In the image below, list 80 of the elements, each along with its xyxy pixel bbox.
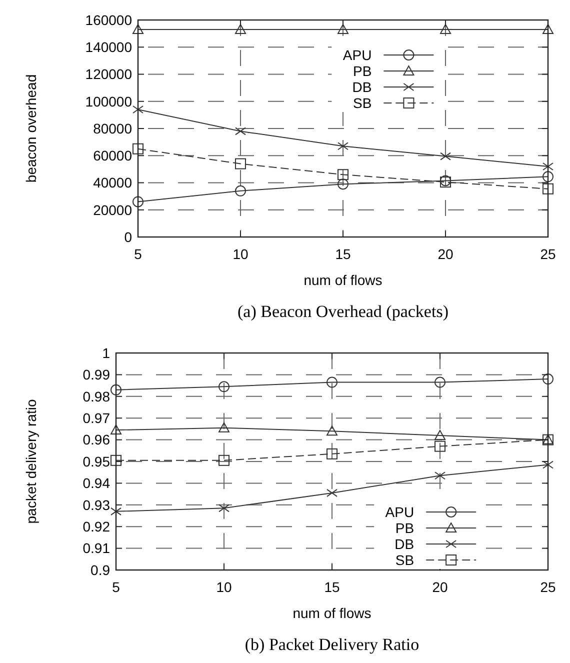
y-axis-title: beacon overhead bbox=[23, 74, 39, 183]
point bbox=[338, 24, 348, 34]
x-tick-label: 5 bbox=[112, 579, 120, 595]
y-tick-label: 80000 bbox=[93, 120, 132, 136]
point bbox=[132, 196, 144, 208]
point bbox=[110, 424, 122, 435]
y-tick-label: 0.93 bbox=[82, 496, 110, 513]
point bbox=[434, 472, 446, 480]
y-tick-label: 60000 bbox=[93, 148, 132, 164]
point bbox=[110, 507, 122, 516]
point bbox=[338, 169, 348, 180]
x-tick-label: 25 bbox=[540, 579, 556, 595]
point bbox=[132, 106, 144, 114]
point bbox=[132, 24, 144, 34]
point bbox=[434, 440, 446, 452]
point bbox=[326, 426, 338, 436]
point bbox=[110, 384, 122, 396]
x-axis-title: num of flows bbox=[304, 272, 382, 288]
y-tick-label: 20000 bbox=[93, 202, 132, 218]
point bbox=[235, 158, 246, 170]
point bbox=[434, 430, 446, 440]
point bbox=[440, 152, 451, 160]
text: (a) Beacon Overhead (packets) bbox=[238, 302, 448, 321]
y-tick-label: 0.92 bbox=[82, 518, 110, 534]
point bbox=[326, 488, 338, 497]
text: (b) Packet Delivery Ratio bbox=[244, 635, 420, 654]
y-tick-label: 0.94 bbox=[82, 475, 110, 492]
y-tick-label: 40000 bbox=[93, 174, 132, 191]
legend-label: PB bbox=[353, 62, 372, 79]
y-tick-label: 160000 bbox=[85, 12, 132, 28]
point bbox=[542, 162, 554, 170]
point bbox=[218, 422, 230, 432]
point bbox=[542, 460, 554, 469]
x-tick-label: 10 bbox=[216, 579, 232, 595]
point bbox=[132, 143, 144, 154]
legend-label: SB bbox=[353, 94, 372, 111]
point bbox=[542, 374, 554, 385]
y-tick-label: 120000 bbox=[85, 66, 132, 82]
point bbox=[542, 183, 554, 194]
y-tick-label: 0.95 bbox=[82, 453, 110, 470]
point bbox=[110, 454, 122, 466]
point bbox=[338, 178, 348, 190]
point bbox=[338, 142, 348, 150]
x-tick-label: 10 bbox=[232, 246, 248, 262]
point bbox=[218, 504, 230, 512]
point bbox=[235, 24, 246, 34]
y-tick-label: 1 bbox=[102, 344, 110, 361]
legend-label: SB bbox=[395, 552, 414, 568]
y-tick-label: 0.96 bbox=[82, 432, 110, 448]
point bbox=[542, 24, 554, 34]
x-tick-label: 20 bbox=[432, 579, 448, 595]
x-tick-label: 20 bbox=[438, 246, 454, 262]
legend-label: DB bbox=[394, 536, 414, 552]
point bbox=[434, 376, 446, 388]
point bbox=[235, 185, 246, 196]
y-tick-label: 140000 bbox=[85, 39, 132, 56]
y-tick-label: 0.99 bbox=[82, 366, 110, 383]
x-tick-label: 15 bbox=[335, 246, 351, 262]
y-axis-title: packet delivery ratio bbox=[23, 399, 39, 524]
point bbox=[326, 376, 338, 388]
y-tick-label: 0.9 bbox=[90, 562, 110, 578]
legend-label: DB bbox=[352, 78, 372, 95]
legend-label: APU bbox=[342, 46, 372, 63]
legend-label: APU bbox=[385, 504, 414, 520]
y-tick-label: 0.98 bbox=[82, 388, 110, 404]
y-tick-label: 0.91 bbox=[82, 540, 110, 556]
x-tick-label: 25 bbox=[540, 246, 556, 262]
y-tick-label: 0.97 bbox=[82, 410, 110, 426]
point bbox=[326, 448, 338, 460]
x-axis-title: num of flows bbox=[292, 605, 372, 621]
point bbox=[235, 127, 246, 136]
point bbox=[218, 454, 230, 466]
y-tick-label: 100000 bbox=[85, 93, 132, 110]
point bbox=[218, 381, 230, 392]
y-tick-label: 0 bbox=[124, 228, 132, 245]
point bbox=[542, 171, 554, 182]
legend-label: PB bbox=[395, 520, 414, 536]
x-tick-label: 15 bbox=[324, 579, 340, 595]
x-tick-label: 5 bbox=[134, 246, 142, 262]
point bbox=[440, 24, 451, 34]
